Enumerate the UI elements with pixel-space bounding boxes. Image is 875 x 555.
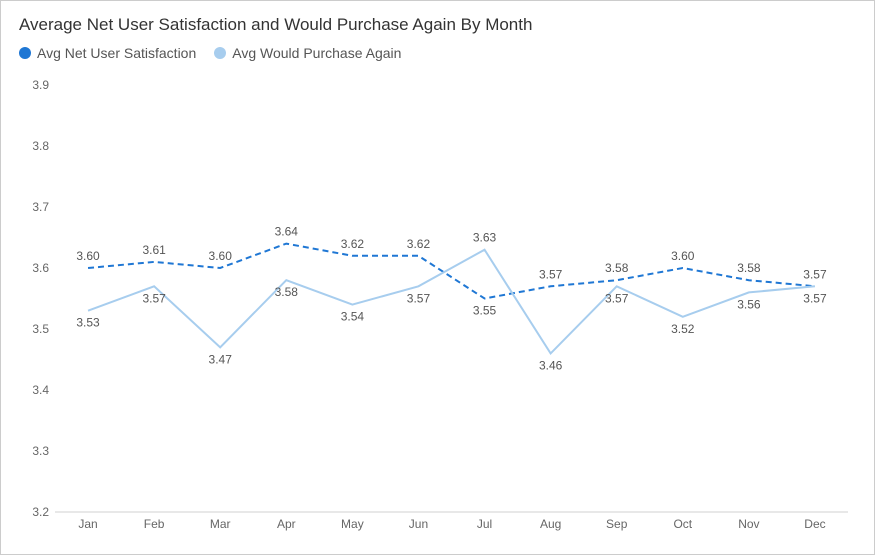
legend-item-series-0: Avg Net User Satisfaction bbox=[19, 45, 196, 61]
data-label-series-1: 3.57 bbox=[142, 291, 166, 305]
data-label-series-0: 3.57 bbox=[803, 267, 827, 281]
data-label-series-0: 3.64 bbox=[275, 225, 299, 239]
data-label-series-1: 3.57 bbox=[803, 291, 827, 305]
y-tick-label: 3.2 bbox=[32, 505, 49, 519]
y-tick-label: 3.9 bbox=[32, 79, 49, 92]
x-tick-label: Nov bbox=[738, 517, 759, 531]
data-label-series-0: 3.58 bbox=[605, 261, 629, 275]
x-tick-label: Apr bbox=[277, 517, 296, 531]
y-tick-label: 3.7 bbox=[32, 200, 49, 214]
x-tick-label: Feb bbox=[144, 517, 165, 531]
y-tick-label: 3.5 bbox=[32, 322, 49, 336]
data-label-series-1: 3.57 bbox=[407, 291, 431, 305]
series-line-0 bbox=[88, 244, 815, 299]
data-label-series-1: 3.52 bbox=[671, 322, 695, 336]
data-label-series-0: 3.60 bbox=[671, 249, 695, 263]
data-label-series-1: 3.53 bbox=[76, 316, 100, 330]
data-label-series-1: 3.56 bbox=[737, 297, 761, 311]
chart-plot-area: 3.2 3.3 3.4 3.5 3.6 3.7 3.8 3.9 Jan Feb Mar Apr May J… bbox=[19, 79, 856, 536]
data-label-series-1: 3.63 bbox=[473, 231, 497, 245]
legend-label-0: Avg Net User Satisfaction bbox=[37, 45, 196, 61]
x-tick-label: Sep bbox=[606, 517, 628, 531]
x-tick-label: Oct bbox=[673, 517, 692, 531]
x-tick-label: May bbox=[341, 517, 364, 531]
data-label-series-1: 3.47 bbox=[209, 352, 233, 366]
data-label-series-1: 3.54 bbox=[341, 310, 365, 324]
x-tick-label: Jul bbox=[477, 517, 492, 531]
data-label-series-1: 3.46 bbox=[539, 358, 563, 372]
chart-legend: Avg Net User Satisfaction Avg Would Purc… bbox=[19, 45, 856, 61]
data-label-series-0: 3.62 bbox=[341, 237, 365, 251]
data-label-series-1: 3.58 bbox=[275, 285, 299, 299]
chart-svg: 3.2 3.3 3.4 3.5 3.6 3.7 3.8 3.9 Jan Feb Mar Apr May J… bbox=[19, 79, 858, 538]
data-label-series-0: 3.57 bbox=[539, 267, 563, 281]
data-label-series-0: 3.62 bbox=[407, 237, 431, 251]
chart-title: Average Net User Satisfaction and Would … bbox=[19, 15, 856, 35]
x-tick-label: Jun bbox=[409, 517, 428, 531]
data-label-series-1: 3.57 bbox=[605, 291, 629, 305]
data-label-series-0: 3.60 bbox=[209, 249, 233, 263]
legend-swatch-1 bbox=[214, 47, 226, 59]
data-label-series-0: 3.61 bbox=[142, 243, 166, 257]
x-tick-label: Mar bbox=[210, 517, 231, 531]
y-tick-label: 3.6 bbox=[32, 261, 49, 275]
data-label-series-0: 3.58 bbox=[737, 261, 761, 275]
legend-swatch-0 bbox=[19, 47, 31, 59]
legend-label-1: Avg Would Purchase Again bbox=[232, 45, 401, 61]
chart-card: Average Net User Satisfaction and Would … bbox=[0, 0, 875, 555]
x-tick-label: Aug bbox=[540, 517, 561, 531]
data-label-series-0: 3.60 bbox=[76, 249, 100, 263]
series-line-1 bbox=[88, 250, 815, 354]
y-tick-label: 3.4 bbox=[32, 383, 49, 397]
data-label-series-0: 3.55 bbox=[473, 304, 497, 318]
x-tick-label: Jan bbox=[78, 517, 97, 531]
legend-item-series-1: Avg Would Purchase Again bbox=[214, 45, 401, 61]
y-tick-label: 3.8 bbox=[32, 139, 49, 153]
y-tick-label: 3.3 bbox=[32, 444, 49, 458]
x-tick-label: Dec bbox=[804, 517, 825, 531]
